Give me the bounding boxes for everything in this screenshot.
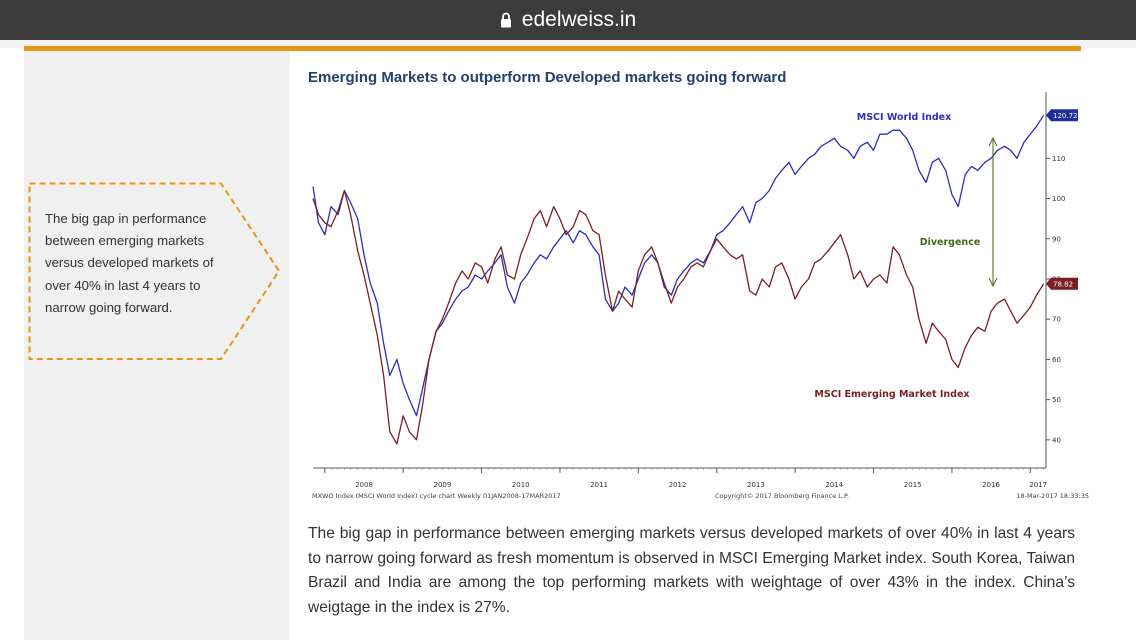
emerging-series-label: MSCI Emerging Market Index — [814, 389, 969, 400]
lock-icon — [500, 12, 511, 28]
world-series-path — [312, 114, 1045, 417]
left-sidebar — [24, 51, 290, 640]
y-tick-label: 60 — [1052, 356, 1061, 364]
x-tick-label: 2016 — [982, 481, 1000, 489]
emerging-series-path — [312, 189, 1045, 445]
x-tick-label: 2013 — [747, 481, 765, 489]
svg-text:120.72: 120.72 — [1053, 112, 1078, 120]
x-tick-label: 2017 — [1029, 481, 1047, 489]
header-rule — [24, 46, 1081, 51]
callout-box — [28, 182, 281, 360]
world-series-label: MSCI World Index — [857, 112, 952, 123]
x-tick-label: 2015 — [904, 481, 922, 489]
callout-text: The big gap in performance between emerg… — [45, 211, 214, 315]
article-body: The big gap in performance between emerg… — [308, 525, 1075, 616]
y-tick-label: 40 — [1052, 436, 1061, 444]
browser-toolbar: edelweiss.in — [0, 0, 1136, 40]
emerging-last-value-tag: 78.82 — [1046, 277, 1078, 290]
x-tick-label: 2014 — [825, 481, 843, 489]
x-tick-label: 2010 — [512, 481, 530, 489]
x-tick-label: 2009 — [433, 481, 451, 489]
x-tick-label: 2011 — [590, 481, 608, 489]
footer-right: 18-Mar-2017 18:33:35 — [1016, 492, 1089, 500]
emerging-series-line — [312, 189, 1045, 445]
y-tick-label: 100 — [1052, 195, 1065, 203]
y-tick-label: 110 — [1052, 155, 1065, 163]
y-tick-label: 90 — [1052, 235, 1061, 243]
article-title: Emerging Markets to outperform Developed… — [308, 69, 787, 86]
url-text: edelweiss.in — [521, 8, 637, 31]
chart-footer: MXWO Index (MSCI World Index) cycle char… — [312, 492, 1089, 500]
footer-center: Copyright© 2017 Bloomberg Finance L.P. — [715, 492, 849, 500]
divergence-arrow-down — [988, 277, 998, 288]
y-tick-label: 70 — [1052, 316, 1061, 324]
divergence-label: Divergence — [920, 237, 981, 248]
y-tick-label: 50 — [1052, 396, 1061, 404]
x-axis: 2008 2009 2010 2011 2012 2013 2014 2015 2016 2017 — [324, 468, 1047, 489]
x-tick-label: 2012 — [669, 481, 687, 489]
chart-annotations: MSCI World Index MSCI Emerging Market In… — [814, 112, 998, 400]
page-top-strip — [0, 40, 1136, 48]
divergence-arrow-up — [988, 136, 998, 147]
svg-text:78.82: 78.82 — [1053, 280, 1073, 288]
world-last-value-tag: 120.72 — [1046, 109, 1078, 122]
x-tick-label: 2008 — [355, 481, 373, 489]
address-bar[interactable]: edelweiss.in — [0, 0, 1136, 40]
plot-area — [313, 92, 1047, 469]
world-series-line — [312, 114, 1045, 417]
chart: 2008 2009 2010 2011 2012 2013 2014 2015 2016 2017… — [312, 92, 1089, 500]
footer-left: MXWO Index (MSCI World Index) cycle char… — [312, 492, 561, 500]
